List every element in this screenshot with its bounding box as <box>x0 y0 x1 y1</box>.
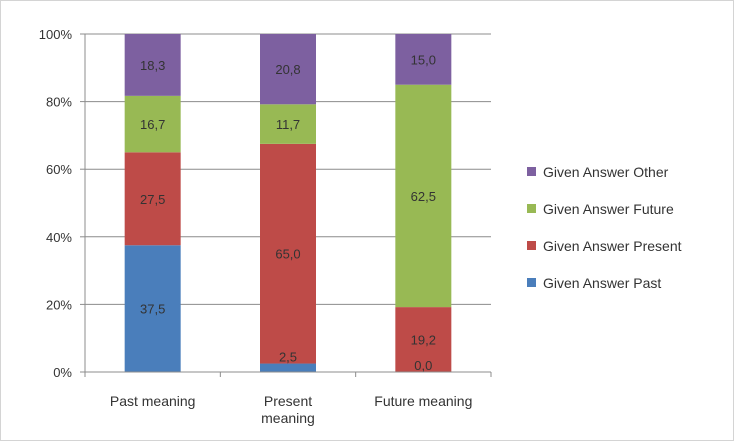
bar-segment <box>260 143 316 364</box>
bar-segment <box>124 95 181 153</box>
bar-segment <box>124 245 181 372</box>
y-tick-label: 0% <box>53 365 72 380</box>
y-tick-label: 60% <box>46 162 72 177</box>
legend-label: Given Answer Past <box>543 275 661 291</box>
x-tick-labels: Past meaning Present meaning Future meaning <box>110 393 473 426</box>
x-tick-label: Past meaning <box>110 393 196 409</box>
legend-swatch <box>527 241 536 250</box>
data-label: 11,7 <box>276 117 300 132</box>
data-labels: 37,5 27,5 16,7 18,3 2,5 65,0 11,7 20,8 0,0 19,2 62… <box>140 52 436 373</box>
data-label: 27,5 <box>140 192 165 207</box>
axes <box>80 33 492 377</box>
legend-label: Given Answer Present <box>543 238 682 254</box>
data-label: 20,8 <box>275 62 300 77</box>
bar-segment <box>395 34 452 85</box>
data-label: 0,0 <box>414 358 432 373</box>
bar-segment <box>260 34 316 105</box>
legend-label: Given Answer Other <box>543 164 669 180</box>
legend-swatch <box>527 278 536 287</box>
data-label: 65,0 <box>275 247 300 262</box>
x-tick-label: Present meaning <box>261 393 315 426</box>
y-tick-label: 20% <box>46 297 72 312</box>
bar-segment <box>124 152 181 246</box>
legend-swatch <box>527 204 536 213</box>
data-label: 62,5 <box>411 189 436 204</box>
bar-segment <box>260 363 316 372</box>
data-label: 19,2 <box>411 333 436 348</box>
y-tick-label: 80% <box>46 95 72 110</box>
bars <box>124 34 452 372</box>
y-tick-labels: 0% 20% 40% 60% 80% 100% <box>39 27 73 380</box>
data-label: 18,3 <box>140 58 165 73</box>
data-label: 2,5 <box>279 350 297 365</box>
data-label: 37,5 <box>140 302 165 317</box>
data-label: 16,7 <box>140 117 165 132</box>
legend-label: Given Answer Future <box>543 201 674 217</box>
x-tick-label: Future meaning <box>374 393 472 409</box>
bar-segment <box>260 104 316 144</box>
legend: Given Answer Other Given Answer Future Giv… <box>527 164 682 291</box>
legend-swatch <box>527 167 536 176</box>
bar-segment <box>124 34 181 96</box>
bar-segment <box>395 84 452 308</box>
y-tick-label: 40% <box>46 230 72 245</box>
y-tick-label: 100% <box>39 27 73 42</box>
data-label: 15,0 <box>411 52 436 67</box>
bar-segment <box>395 307 452 372</box>
